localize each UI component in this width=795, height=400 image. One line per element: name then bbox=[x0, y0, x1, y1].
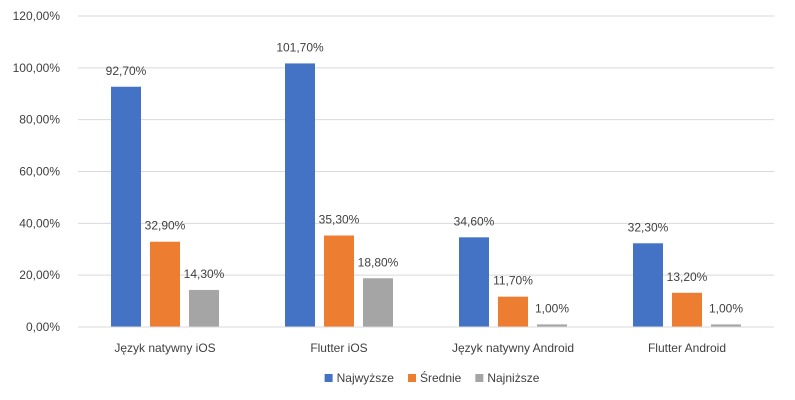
legend-swatch bbox=[475, 374, 484, 382]
bar bbox=[189, 289, 219, 327]
data-label: 92,70% bbox=[106, 64, 147, 78]
gridlines bbox=[78, 15, 774, 276]
data-label: 11,70% bbox=[493, 274, 533, 288]
legend-label: Średnie bbox=[420, 370, 462, 385]
data-label: 13,20% bbox=[667, 270, 708, 284]
y-tick-label: 20,00% bbox=[19, 268, 60, 282]
x-tick-label: Język natywny iOS bbox=[114, 341, 215, 355]
bar bbox=[459, 237, 489, 327]
data-label: 32,90% bbox=[145, 219, 186, 233]
bars bbox=[111, 63, 741, 328]
y-tick-label: 120,00% bbox=[13, 9, 61, 23]
y-tick-label: 100,00% bbox=[13, 61, 61, 75]
data-label: 34,60% bbox=[454, 214, 495, 228]
bar bbox=[711, 324, 741, 327]
data-label: 32,30% bbox=[628, 220, 669, 234]
x-axis-tick-labels: Język natywny iOS Flutter iOS Język natywn… bbox=[114, 341, 726, 355]
bar bbox=[672, 292, 702, 327]
bar bbox=[285, 63, 315, 328]
legend-label: Najniższe bbox=[487, 371, 539, 385]
x-tick-label: Język natywny Android bbox=[452, 341, 574, 355]
data-label: 1,00% bbox=[535, 301, 569, 315]
bar bbox=[111, 86, 141, 327]
y-tick-label: 80,00% bbox=[19, 113, 60, 127]
data-label: 14,30% bbox=[184, 267, 225, 281]
data-label: 1,00% bbox=[709, 301, 743, 315]
bar bbox=[498, 296, 528, 327]
legend-swatch bbox=[324, 374, 333, 382]
legend: Najwyższe Średnie Najniższe bbox=[324, 370, 540, 385]
legend-label: Najwyższe bbox=[337, 371, 395, 385]
bar bbox=[363, 278, 393, 327]
bar bbox=[633, 243, 663, 327]
bar bbox=[324, 235, 354, 327]
x-tick-label: Flutter iOS bbox=[310, 341, 367, 355]
x-tick-label: Flutter Android bbox=[648, 341, 726, 355]
bar bbox=[537, 324, 567, 327]
y-tick-label: 60,00% bbox=[19, 165, 60, 179]
data-label: 18,80% bbox=[358, 255, 399, 269]
y-tick-label: 40,00% bbox=[19, 216, 60, 230]
data-label: 35,30% bbox=[319, 213, 360, 227]
data-label: 101,70% bbox=[276, 40, 324, 54]
legend-swatch bbox=[407, 374, 416, 382]
y-tick-label: 0,00% bbox=[26, 320, 60, 334]
y-axis-tick-labels: 0,00% 20,00% 40,00% 60,00% 80,00% 100,00% 120,… bbox=[13, 9, 61, 334]
data-labels: 92,70% 32,90% 14,30% 101,70% 35,30% 18,80% 34,… bbox=[106, 40, 744, 315]
bar bbox=[150, 241, 180, 327]
